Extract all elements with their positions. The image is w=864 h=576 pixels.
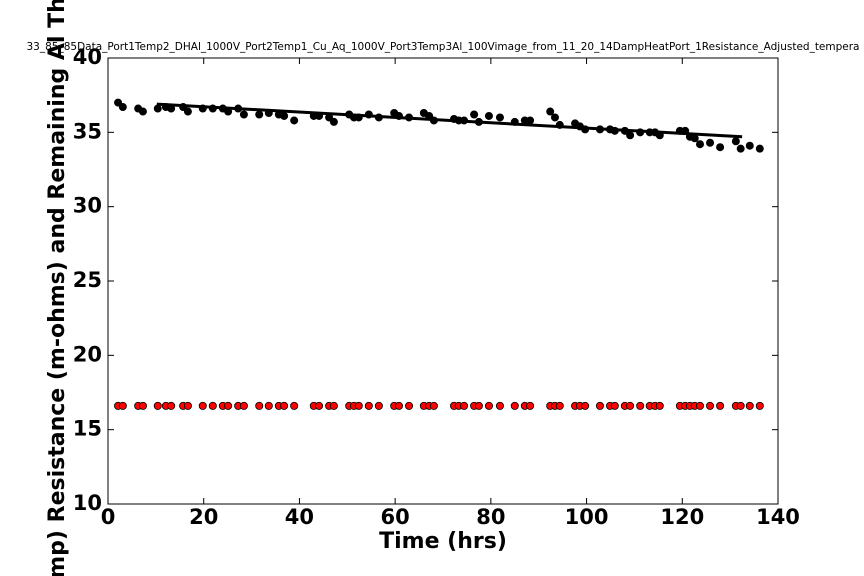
point: [745, 401, 754, 410]
point: [755, 144, 764, 153]
y-tick-label: 40: [73, 45, 102, 69]
x-axis-label: Time (hrs): [379, 529, 507, 554]
point: [495, 401, 504, 410]
point: [526, 401, 535, 410]
point: [626, 401, 635, 410]
point: [153, 104, 162, 113]
point: [280, 401, 289, 410]
x-tick-label: 140: [756, 505, 800, 529]
trend-line: [156, 102, 743, 139]
point: [224, 401, 233, 410]
point: [581, 401, 590, 410]
point: [167, 401, 176, 410]
point: [470, 110, 479, 119]
point: [484, 111, 493, 120]
x-tick-label: 100: [565, 505, 609, 529]
point: [695, 140, 704, 149]
point: [364, 401, 373, 410]
point: [695, 401, 704, 410]
plot-frame: [107, 57, 779, 505]
point: [374, 401, 383, 410]
point: [626, 131, 635, 140]
point: [546, 107, 555, 116]
point: [526, 116, 535, 125]
chart-title: 33_85_85Data_Port1Temp2_DHAl_1000V_Port2…: [26, 41, 859, 53]
point: [595, 401, 604, 410]
y-tick-label: 35: [73, 119, 102, 143]
point: [280, 111, 289, 120]
point: [138, 107, 147, 116]
point: [255, 110, 264, 119]
x-tick-label: 60: [381, 505, 410, 529]
y-tick-label: 25: [73, 268, 102, 292]
point: [315, 401, 324, 410]
point: [183, 107, 192, 116]
x-tick-label: 120: [660, 505, 704, 529]
point: [290, 116, 299, 125]
point: [731, 137, 740, 146]
point: [495, 113, 504, 122]
x-tick-label: 40: [285, 505, 314, 529]
y-tick-label: 10: [73, 491, 102, 515]
y-axis-label: mp) Resistance (m-ohms) and Remaining Al…: [45, 0, 70, 576]
point: [745, 141, 754, 150]
point: [610, 401, 619, 410]
point: [264, 401, 273, 410]
point: [460, 401, 469, 410]
x-tick-label: 20: [189, 505, 218, 529]
y-tick-label: 30: [73, 194, 102, 218]
point: [329, 401, 338, 410]
point: [636, 401, 645, 410]
point: [153, 401, 162, 410]
point: [655, 401, 664, 410]
x-tick-label: 0: [101, 505, 116, 529]
point: [706, 401, 715, 410]
point: [736, 144, 745, 153]
point: [239, 401, 248, 410]
point: [510, 401, 519, 410]
point: [474, 401, 483, 410]
point: [118, 103, 127, 112]
point: [706, 138, 715, 147]
point: [405, 401, 414, 410]
point: [255, 401, 264, 410]
y-tick-label: 15: [73, 417, 102, 441]
point: [138, 401, 147, 410]
point: [329, 117, 338, 126]
point: [198, 401, 207, 410]
point: [716, 143, 725, 152]
point: [550, 113, 559, 122]
point: [716, 401, 725, 410]
point: [208, 401, 217, 410]
y-tick-label: 20: [73, 342, 102, 366]
point: [429, 401, 438, 410]
point: [736, 401, 745, 410]
point: [484, 401, 493, 410]
point: [755, 401, 764, 410]
x-tick-label: 80: [476, 505, 505, 529]
point: [239, 110, 248, 119]
point: [118, 401, 127, 410]
point: [290, 401, 299, 410]
point: [354, 401, 363, 410]
point: [555, 401, 564, 410]
point: [394, 401, 403, 410]
point: [183, 401, 192, 410]
